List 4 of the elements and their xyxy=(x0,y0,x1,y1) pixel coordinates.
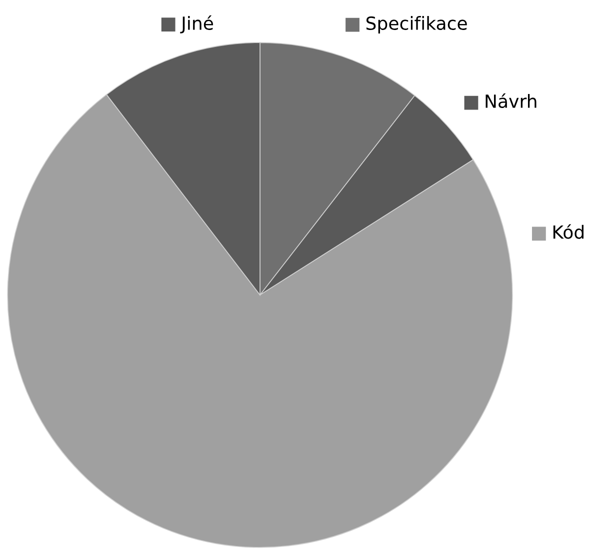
legend-label: Jiné xyxy=(180,15,214,34)
legend-label: Specifikace xyxy=(366,16,467,34)
legend-label: Návrh xyxy=(486,93,536,108)
slice-label: Kód xyxy=(553,224,584,239)
